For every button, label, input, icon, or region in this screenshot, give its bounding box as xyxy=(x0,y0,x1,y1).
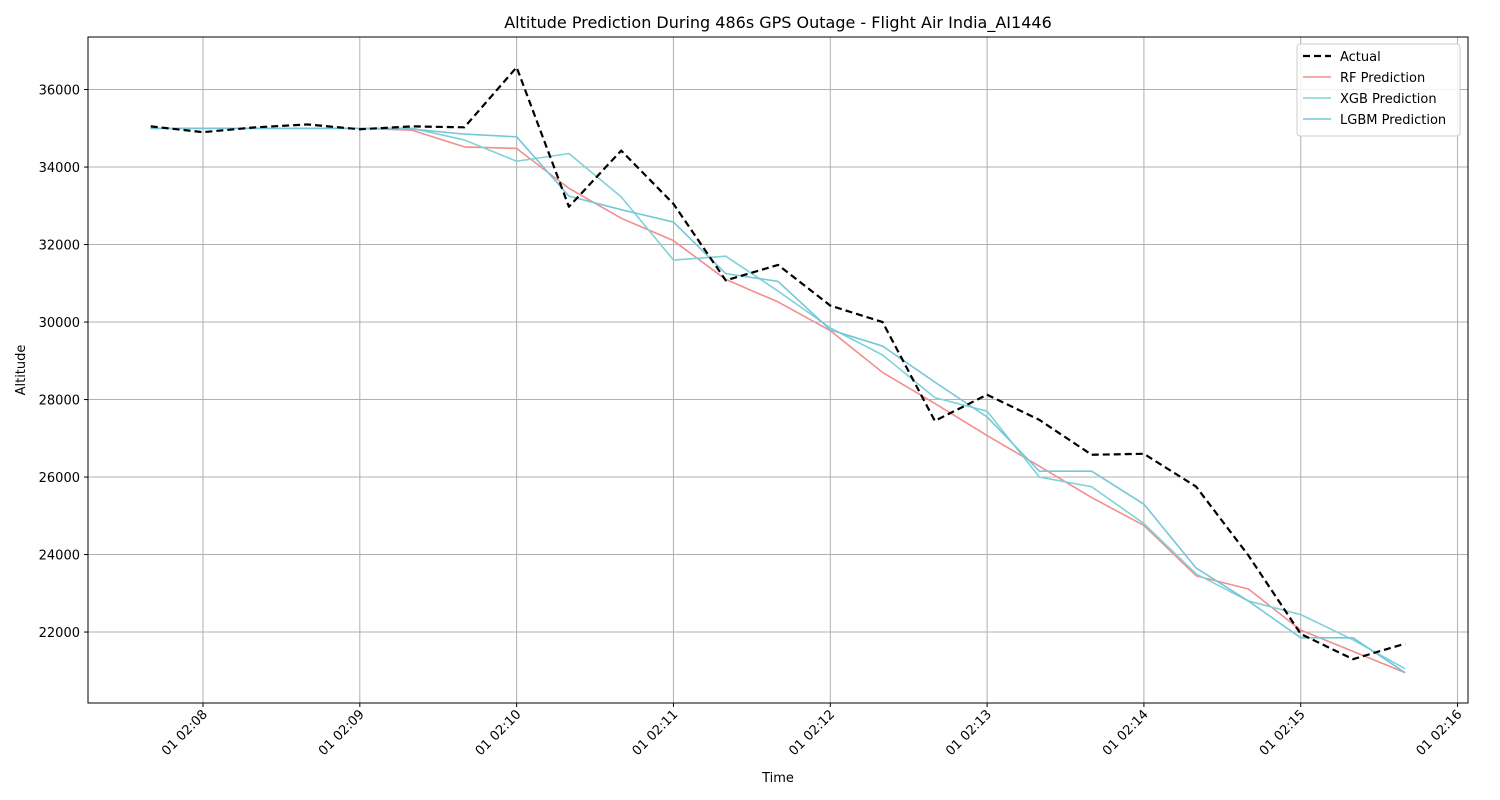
series-line-xgb-prediction xyxy=(150,127,1406,670)
plot-frame xyxy=(87,36,1469,704)
x-tick-label: 01 02:10 xyxy=(473,707,525,759)
y-axis-label: Altitude xyxy=(14,345,29,396)
chart-title: Altitude Prediction During 486s GPS Outa… xyxy=(504,13,1052,33)
y-tick-label: 22000 xyxy=(39,626,80,641)
series-line-rf-prediction xyxy=(150,127,1406,674)
legend-box xyxy=(1296,43,1461,137)
legend-label: RF Prediction xyxy=(1340,71,1425,86)
y-tick-label: 26000 xyxy=(39,471,80,486)
x-tick-label: 01 02:13 xyxy=(943,707,995,759)
series-line-lgbm-prediction xyxy=(150,127,1406,674)
y-tick-label: 30000 xyxy=(39,316,80,331)
x-tick-label: 01 02:08 xyxy=(159,707,211,759)
y-tick-label: 24000 xyxy=(39,549,80,564)
tick-layer: 01 02:08 01 02:09 01 02:10 01 02:11 01 02:12… xyxy=(39,84,1466,759)
x-tick-label: 01 02:15 xyxy=(1257,707,1309,759)
grid-layer xyxy=(88,37,1468,703)
series-layer xyxy=(150,66,1406,674)
x-tick-label: 01 02:09 xyxy=(316,707,368,759)
series-line-actual xyxy=(150,66,1406,661)
x-tick-label: 01 02:14 xyxy=(1100,707,1152,759)
legend-label: LGBM Prediction xyxy=(1340,113,1446,128)
legend-label: XGB Prediction xyxy=(1340,92,1437,107)
y-tick-label: 34000 xyxy=(39,161,80,176)
legend-label: Actual xyxy=(1340,50,1381,65)
x-tick-label: 01 02:12 xyxy=(786,707,838,759)
x-axis-label: Time xyxy=(761,771,794,786)
legend: Actual RF Prediction XGB Prediction LGBM Pr… xyxy=(1296,43,1461,137)
y-tick-label: 28000 xyxy=(39,394,80,409)
y-tick-label: 32000 xyxy=(39,239,80,254)
x-tick-label: 01 02:11 xyxy=(630,707,682,759)
x-tick-label: 01 02:16 xyxy=(1414,707,1466,759)
y-tick-label: 36000 xyxy=(39,84,80,99)
